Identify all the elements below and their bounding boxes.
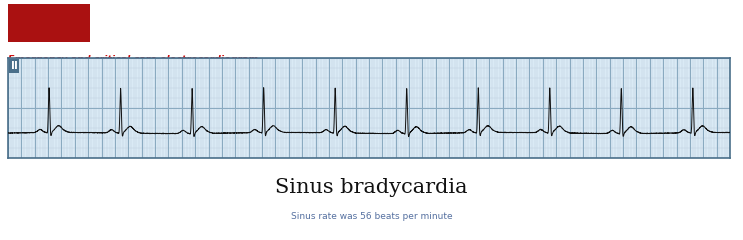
Bar — [8, 4, 90, 42]
Text: Sinus bradycardia: Sinus bradycardia — [275, 178, 468, 197]
Text: Emergency and critical care electrocardiogram: Emergency and critical care electrocardi… — [8, 55, 258, 64]
Text: Sinus rate was 56 beats per minute: Sinus rate was 56 beats per minute — [291, 212, 452, 221]
Text: Ⅱ: Ⅱ — [11, 61, 18, 71]
